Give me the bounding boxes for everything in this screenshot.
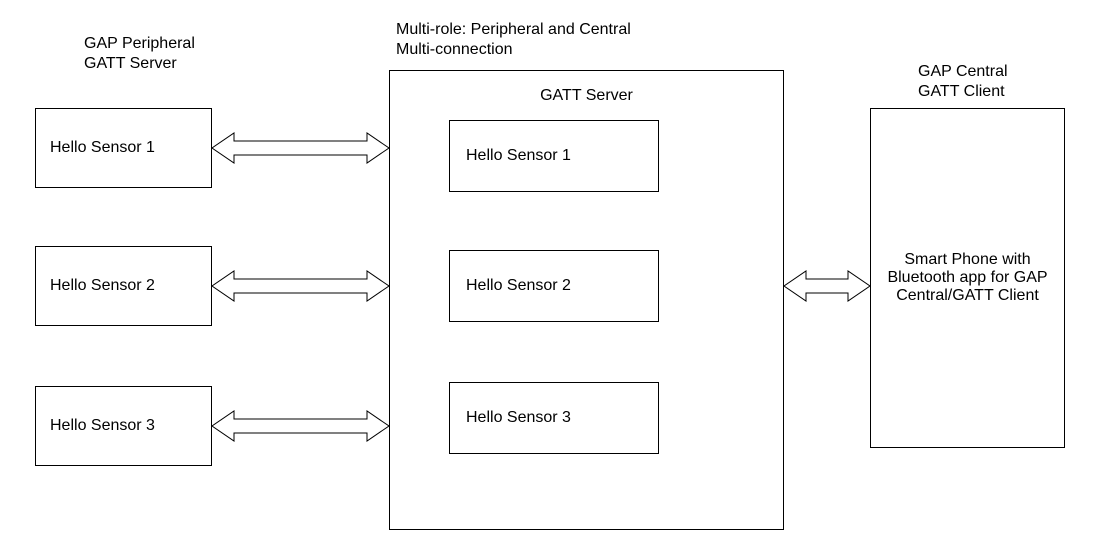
- right-group-label-text: GAP Central GATT Client: [918, 63, 1008, 100]
- gatt-server-title-text: GATT Server: [540, 87, 633, 104]
- phone-box: Smart Phone with Bluetooth app for GAP C…: [870, 108, 1065, 448]
- left-group-label: GAP Peripheral GATT Server: [84, 34, 195, 74]
- center-group-label-text: Multi-role: Peripheral and Central Multi…: [396, 21, 631, 58]
- sensor-box-3: Hello Sensor 3: [35, 386, 212, 466]
- sensor-box-3-label: Hello Sensor 3: [50, 417, 155, 435]
- gatt-sensor-box-1-label: Hello Sensor 1: [466, 147, 571, 165]
- gatt-sensor-box-3-label: Hello Sensor 3: [466, 409, 571, 427]
- right-group-label: GAP Central GATT Client: [918, 62, 1008, 102]
- gatt-sensor-box-2: Hello Sensor 2: [449, 250, 659, 322]
- gatt-server-title: GATT Server: [390, 87, 783, 105]
- center-group-label: Multi-role: Peripheral and Central Multi…: [396, 20, 631, 60]
- double-arrow-3: [212, 406, 389, 446]
- sensor-box-1-label: Hello Sensor 1: [50, 139, 155, 157]
- sensor-box-2: Hello Sensor 2: [35, 246, 212, 326]
- gatt-sensor-box-2-label: Hello Sensor 2: [466, 277, 571, 295]
- left-group-label-text: GAP Peripheral GATT Server: [84, 35, 195, 72]
- double-arrow-4: [784, 266, 870, 306]
- gatt-sensor-box-3: Hello Sensor 3: [449, 382, 659, 454]
- sensor-box-2-label: Hello Sensor 2: [50, 277, 155, 295]
- gatt-sensor-box-1: Hello Sensor 1: [449, 120, 659, 192]
- sensor-box-1: Hello Sensor 1: [35, 108, 212, 188]
- double-arrow-2: [212, 266, 389, 306]
- double-arrow-1: [212, 128, 389, 168]
- phone-box-label: Smart Phone with Bluetooth app for GAP C…: [883, 251, 1052, 305]
